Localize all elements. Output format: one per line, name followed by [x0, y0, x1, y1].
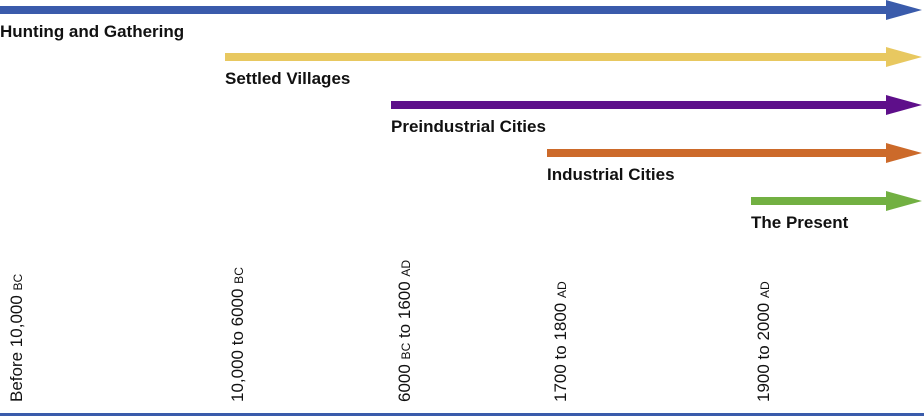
arrow-shaft [0, 6, 888, 14]
stage-label-settled-villages: Settled Villages [225, 69, 350, 88]
arrow-industrial-cities [547, 143, 922, 163]
arrow-hunting-gathering [0, 0, 922, 20]
arrow-shaft [547, 149, 888, 157]
stage-label-the-present: The Present [751, 213, 849, 232]
period-label-1700-to-1800: 1700 to 1800 AD [551, 281, 570, 402]
arrow-preindustrial-cities [391, 95, 922, 115]
stage-label-industrial-cities: Industrial Cities [547, 165, 675, 184]
stage-label-hunting-gathering: Hunting and Gathering [0, 22, 184, 41]
arrow-head [886, 47, 922, 67]
arrow-shaft [225, 53, 888, 61]
period-label-before-10000: Before 10,000 BC [7, 273, 26, 402]
stage-label-preindustrial-cities: Preindustrial Cities [391, 117, 546, 136]
arrow-shaft [751, 197, 888, 205]
baseline-line [0, 413, 924, 416]
period-label-6000bc-to-1600ad: 6000 BC to 1600 AD [395, 260, 414, 402]
arrow-the-present [751, 191, 922, 211]
arrow-head [886, 191, 922, 211]
period-label-1900-to-2000: 1900 to 2000 AD [754, 281, 773, 402]
arrow-head [886, 0, 922, 20]
arrow-shaft [391, 101, 888, 109]
arrow-settled-villages [225, 47, 922, 67]
period-label-10000-to-6000: 10,000 to 6000 BC [228, 267, 247, 402]
arrow-head [886, 143, 922, 163]
arrow-head [886, 95, 922, 115]
